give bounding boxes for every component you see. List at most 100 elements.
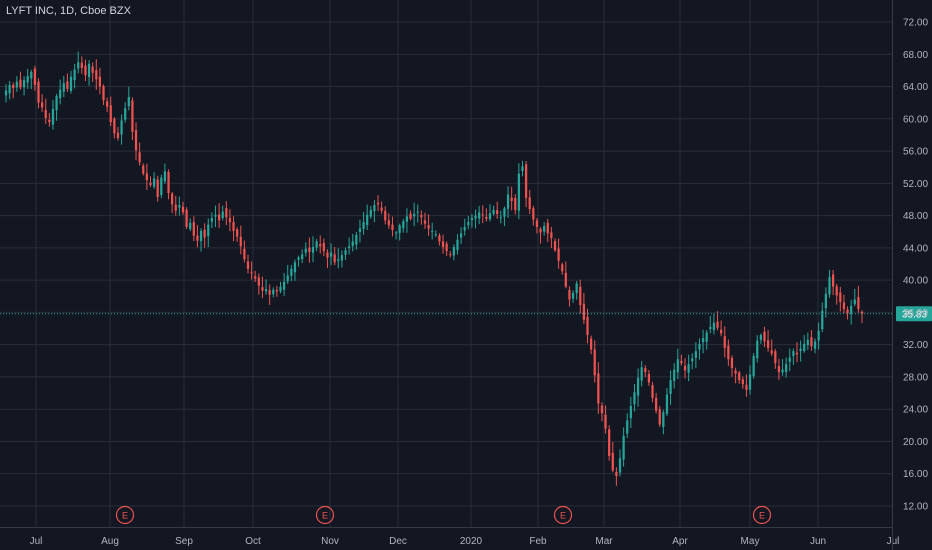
candle-body <box>62 83 65 92</box>
candle-body <box>268 290 271 295</box>
candle-body <box>12 84 15 89</box>
candle-body <box>716 321 719 328</box>
candle-body <box>156 179 159 198</box>
earnings-marker-circle <box>315 505 335 525</box>
candle-body <box>828 276 831 295</box>
candle-body <box>409 213 412 219</box>
candle-body <box>644 368 647 373</box>
candle-body <box>15 81 18 88</box>
candle-body <box>734 370 737 374</box>
candle-body <box>239 236 242 247</box>
candle-body <box>293 262 297 273</box>
candle-body <box>687 364 690 373</box>
candle-body <box>102 86 105 101</box>
candle-body <box>694 351 697 358</box>
candle-body <box>228 218 232 223</box>
candle-body <box>174 204 177 211</box>
candle-body <box>77 62 80 69</box>
candle-body <box>160 177 163 195</box>
candle-body <box>243 248 246 260</box>
candle-body <box>503 208 506 217</box>
candle-body <box>434 234 437 236</box>
candle-body <box>250 272 253 274</box>
candle-body <box>257 277 260 286</box>
candle-body <box>95 70 98 80</box>
candle-body <box>582 303 586 320</box>
candle-body <box>705 332 708 342</box>
candle-body <box>470 218 474 221</box>
y-tick-label: 20.00 <box>903 437 928 448</box>
candle-body <box>405 216 409 222</box>
candle-body <box>167 171 170 194</box>
grid <box>0 0 892 527</box>
candle-body <box>48 119 51 123</box>
candle-body <box>30 72 33 79</box>
candle-body <box>521 166 524 171</box>
x-tick-label: Oct <box>245 536 261 547</box>
candle-body <box>279 286 282 292</box>
candle-body <box>109 105 112 123</box>
candle-body <box>456 239 459 250</box>
candle-body <box>676 359 679 373</box>
candle-body <box>633 392 636 405</box>
candle-body <box>589 338 593 350</box>
earnings-marker[interactable]: E <box>752 505 772 525</box>
candle-body <box>766 340 770 348</box>
candle-body <box>40 102 44 108</box>
candle-body <box>282 281 286 290</box>
candle-body <box>738 372 741 381</box>
candle-body <box>506 194 510 209</box>
candle-body <box>651 385 654 398</box>
candle-body <box>597 373 600 404</box>
candle-body <box>463 226 466 231</box>
candle-body <box>788 357 791 362</box>
candle-body <box>824 293 828 309</box>
candle-body <box>402 221 405 229</box>
earnings-marker[interactable]: E <box>553 505 573 525</box>
candle-body <box>369 209 372 217</box>
x-tick-label: 2020 <box>460 536 483 547</box>
candle-body <box>19 79 22 88</box>
candle-body <box>665 394 669 414</box>
candle-body <box>557 248 560 261</box>
candle-body <box>420 215 423 218</box>
candle-body <box>120 120 123 135</box>
candle-body <box>568 290 571 300</box>
candle-body <box>579 286 582 306</box>
candle-body <box>600 405 604 414</box>
candle-body <box>680 361 683 364</box>
candle-body <box>319 244 322 247</box>
candle-body <box>362 222 365 229</box>
candle-body <box>290 268 293 276</box>
candle-body <box>539 228 542 233</box>
y-tick-label: 68.00 <box>903 50 928 61</box>
x-tick-label: Dec <box>389 536 407 547</box>
candle-body <box>821 310 824 330</box>
candle-body <box>655 397 658 411</box>
candle-body <box>80 62 83 68</box>
earnings-marker[interactable]: E <box>315 505 335 525</box>
candle-body <box>478 212 481 219</box>
candle-body <box>846 309 849 314</box>
candle-body <box>698 343 701 350</box>
candle-body <box>192 222 195 236</box>
candle-body <box>286 275 289 282</box>
last-price-label: 35.83 <box>902 309 927 320</box>
candle-body <box>423 220 427 224</box>
candle-body <box>124 108 127 120</box>
candle-body <box>817 330 820 341</box>
candle-body <box>59 89 62 99</box>
candle-body <box>221 211 224 219</box>
candle-body <box>571 293 575 299</box>
earnings-marker[interactable]: E <box>115 505 135 525</box>
candle-body <box>474 215 477 219</box>
candle-body <box>604 414 607 429</box>
candle-body <box>254 276 257 279</box>
earnings-marker-label: E <box>560 511 566 521</box>
candle-body <box>142 165 145 174</box>
candle-body <box>770 350 773 354</box>
candle-body <box>87 63 91 77</box>
candle-body <box>723 336 726 348</box>
